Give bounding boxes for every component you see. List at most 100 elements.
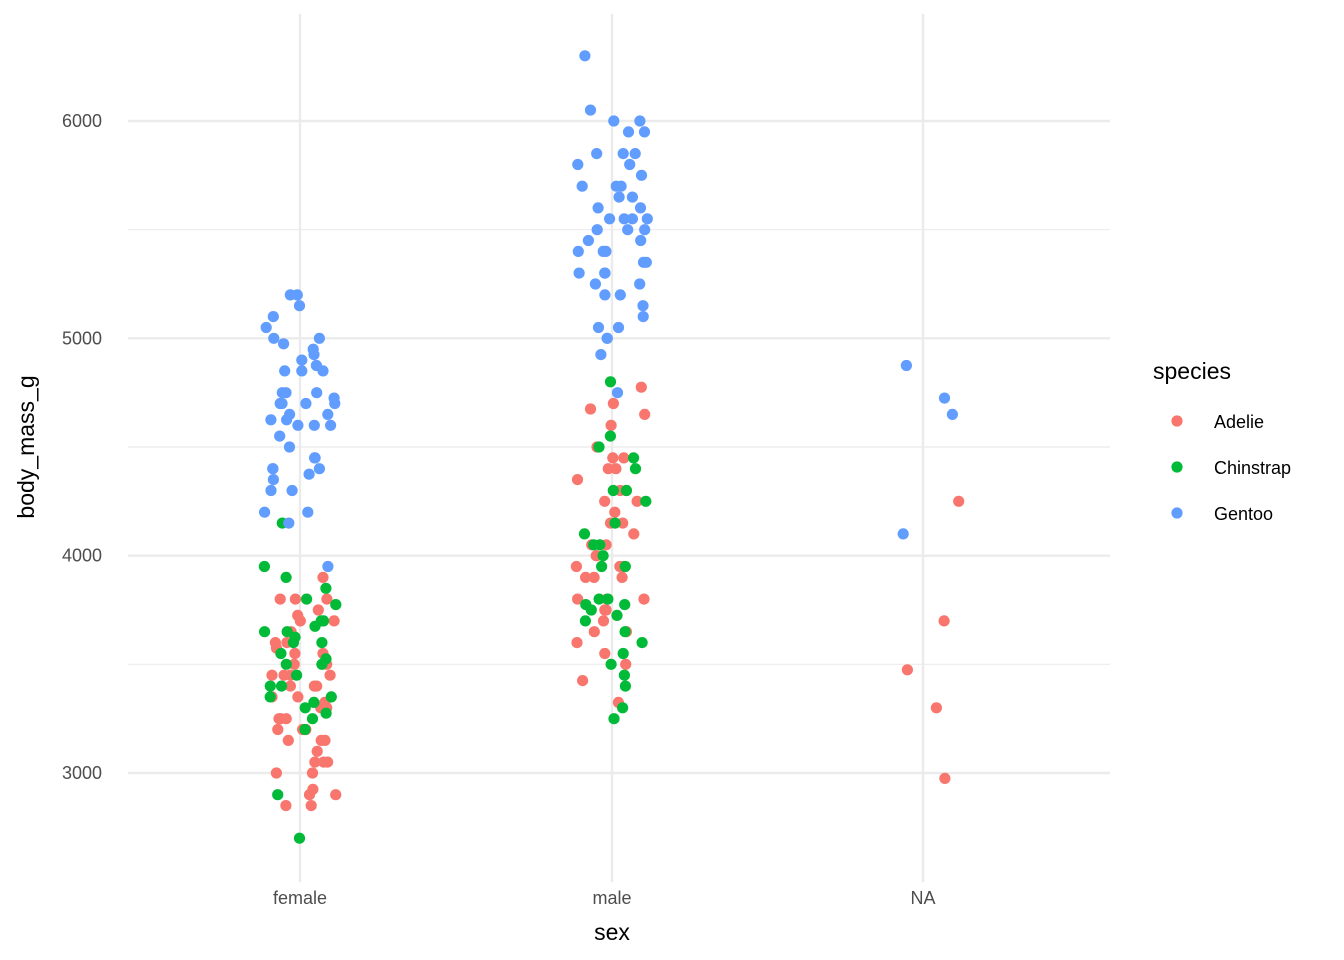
point-gentoo xyxy=(276,397,288,410)
point-chinstrap xyxy=(608,713,620,725)
point-gentoo xyxy=(938,392,951,404)
point-chinstrap xyxy=(594,539,606,551)
point-adelie xyxy=(588,571,600,584)
point-adelie xyxy=(609,506,621,518)
point-adelie xyxy=(901,664,914,676)
point-adelie xyxy=(571,474,584,486)
point-adelie xyxy=(570,560,583,573)
point-chinstrap xyxy=(602,593,614,605)
point-gentoo xyxy=(592,321,605,334)
point-chinstrap xyxy=(320,582,332,594)
point-adelie xyxy=(324,669,336,681)
point-gentoo xyxy=(260,321,272,334)
point-adelie xyxy=(939,772,951,785)
point-adelie xyxy=(312,604,324,616)
point-gentoo xyxy=(265,484,277,497)
point-chinstrap xyxy=(259,626,271,638)
point-gentoo xyxy=(640,256,652,268)
point-adelie xyxy=(282,734,294,747)
point-gentoo xyxy=(576,180,588,192)
point-chinstrap xyxy=(264,691,276,703)
point-gentoo xyxy=(612,321,625,334)
point-gentoo xyxy=(322,560,334,573)
point-gentoo xyxy=(635,234,647,247)
point-adelie xyxy=(584,403,597,415)
point-adelie xyxy=(602,463,614,475)
point-chinstrap xyxy=(596,560,608,573)
point-gentoo xyxy=(279,365,291,377)
point-chinstrap xyxy=(264,680,276,692)
point-adelie xyxy=(317,571,329,584)
y-tick-label: 5000 xyxy=(62,328,102,348)
point-chinstrap xyxy=(628,452,640,464)
point-gentoo xyxy=(313,332,325,344)
point-gentoo xyxy=(267,463,279,475)
point-gentoo xyxy=(302,506,314,518)
point-adelie xyxy=(599,647,611,660)
point-adelie xyxy=(305,800,317,812)
point-gentoo xyxy=(582,234,595,247)
point-gentoo xyxy=(629,148,641,160)
point-chinstrap xyxy=(619,626,631,638)
point-adelie xyxy=(635,381,647,393)
point-gentoo xyxy=(267,311,279,323)
point-gentoo xyxy=(946,408,959,420)
point-adelie xyxy=(571,637,583,649)
legend-label-gentoo: Gentoo xyxy=(1214,504,1273,524)
point-chinstrap xyxy=(306,713,319,725)
point-gentoo xyxy=(278,338,290,350)
point-adelie xyxy=(620,658,632,670)
point-gentoo xyxy=(284,408,296,420)
legend: species Adelie Chinstrap Gentoo xyxy=(1153,358,1291,524)
point-chinstrap xyxy=(618,669,631,681)
point-chinstrap xyxy=(605,658,617,670)
point-adelie xyxy=(588,626,600,638)
point-gentoo xyxy=(595,349,607,361)
point-adelie xyxy=(269,637,281,649)
point-chinstrap xyxy=(579,615,592,627)
point-gentoo xyxy=(589,278,602,290)
point-chinstrap xyxy=(597,550,609,562)
point-adelie xyxy=(599,495,611,507)
point-adelie xyxy=(607,452,619,464)
point-gentoo xyxy=(604,213,616,225)
point-gentoo xyxy=(322,408,334,420)
point-chinstrap xyxy=(604,376,617,388)
point-chinstrap xyxy=(281,626,293,638)
point-adelie xyxy=(938,615,950,627)
y-tick-label: 6000 xyxy=(62,111,102,131)
legend-title: species xyxy=(1153,358,1231,384)
point-adelie xyxy=(274,593,286,605)
x-axis-ticks: female male NA xyxy=(273,888,936,908)
point-chinstrap xyxy=(275,647,287,660)
point-gentoo xyxy=(613,191,625,203)
x-tick-label: male xyxy=(592,888,631,908)
point-chinstrap xyxy=(315,615,327,627)
y-axis-ticks: 3000 4000 5000 6000 xyxy=(62,111,102,783)
point-adelie xyxy=(639,408,651,420)
point-gentoo xyxy=(584,104,597,116)
point-chinstrap xyxy=(330,599,342,611)
point-gentoo xyxy=(618,213,630,225)
point-adelie xyxy=(280,800,292,812)
point-gentoo xyxy=(284,289,296,301)
point-chinstrap xyxy=(578,528,591,540)
x-tick-label: female xyxy=(273,888,327,908)
point-gentoo xyxy=(610,180,622,192)
grid xyxy=(128,14,1110,882)
point-adelie xyxy=(272,723,284,736)
point-adelie xyxy=(288,658,300,670)
point-adelie xyxy=(572,593,584,605)
point-adelie xyxy=(577,675,589,687)
point-chinstrap xyxy=(301,593,313,605)
point-gentoo xyxy=(900,359,913,372)
point-gentoo xyxy=(611,387,624,399)
point-adelie xyxy=(930,702,943,714)
point-adelie xyxy=(309,756,321,768)
point-gentoo xyxy=(634,115,646,127)
point-gentoo xyxy=(259,506,271,518)
point-adelie xyxy=(319,734,331,747)
point-gentoo xyxy=(638,126,651,138)
point-gentoo xyxy=(286,484,298,497)
point-gentoo xyxy=(265,414,277,426)
